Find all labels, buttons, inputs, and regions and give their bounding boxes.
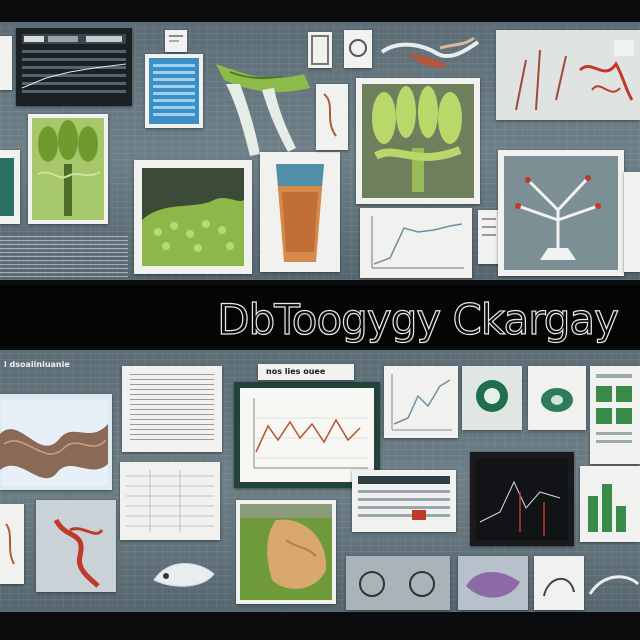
green-grid-card (590, 366, 640, 464)
moss-photo-card (236, 500, 336, 604)
anatomy-fold-card (0, 394, 112, 490)
text-block-left (0, 236, 128, 278)
specimen-sketch (144, 540, 230, 600)
bottom-sketch-card-2 (534, 556, 584, 610)
plant-stem-illustration (206, 44, 316, 162)
title-strip: DbToogygy Ckargay (0, 285, 640, 347)
left-edge-card (0, 36, 12, 90)
bottom-collage-band: l dsoaiiniuanie nos lies ouee nos lies o… (0, 350, 640, 612)
notes-card (478, 210, 500, 264)
data-table-card (352, 470, 456, 532)
left-teal-card (0, 150, 20, 224)
spreadsheet-card (120, 462, 220, 540)
coral-plant-card (356, 78, 480, 204)
collage-title: DbToogygy Ckargay (217, 294, 620, 344)
small-note-card (165, 30, 187, 52)
brain-scan-card-1 (462, 366, 522, 430)
bottom-sketch-card-1 (346, 556, 450, 610)
purple-tissue-card (458, 556, 528, 610)
chart-header-card: nos lies ouee (258, 364, 354, 380)
top-collage-band (0, 22, 640, 280)
small-line-chart-card (384, 366, 458, 438)
beaker-card (260, 152, 340, 272)
green-field-card (134, 160, 252, 274)
anatomy-sketch (378, 30, 482, 78)
main-line-chart-card: nos lies ouee (234, 382, 380, 488)
specimen-board-card (496, 30, 640, 120)
green-bar-card (580, 466, 640, 542)
text-document-card (122, 366, 222, 452)
red-anatomy-card (36, 500, 116, 592)
line-chart-card (360, 208, 472, 278)
small-specimen-card (344, 30, 372, 68)
dark-data-panel (16, 28, 132, 106)
right-edge-card (624, 172, 640, 272)
brain-scan-card-2 (528, 366, 586, 430)
tree-diagram-card (498, 150, 624, 276)
side-header: l dsoaiiniuanie (4, 360, 70, 369)
dark-chart-card (470, 452, 574, 546)
small-anatomy-card (316, 84, 348, 150)
blue-table-card (145, 54, 203, 128)
left-sketch-card (0, 504, 24, 584)
green-plant-card (28, 114, 108, 224)
chart-header-text: nos lies ouee (266, 367, 326, 376)
small-frame-card (308, 32, 332, 68)
right-sketch (588, 564, 640, 604)
